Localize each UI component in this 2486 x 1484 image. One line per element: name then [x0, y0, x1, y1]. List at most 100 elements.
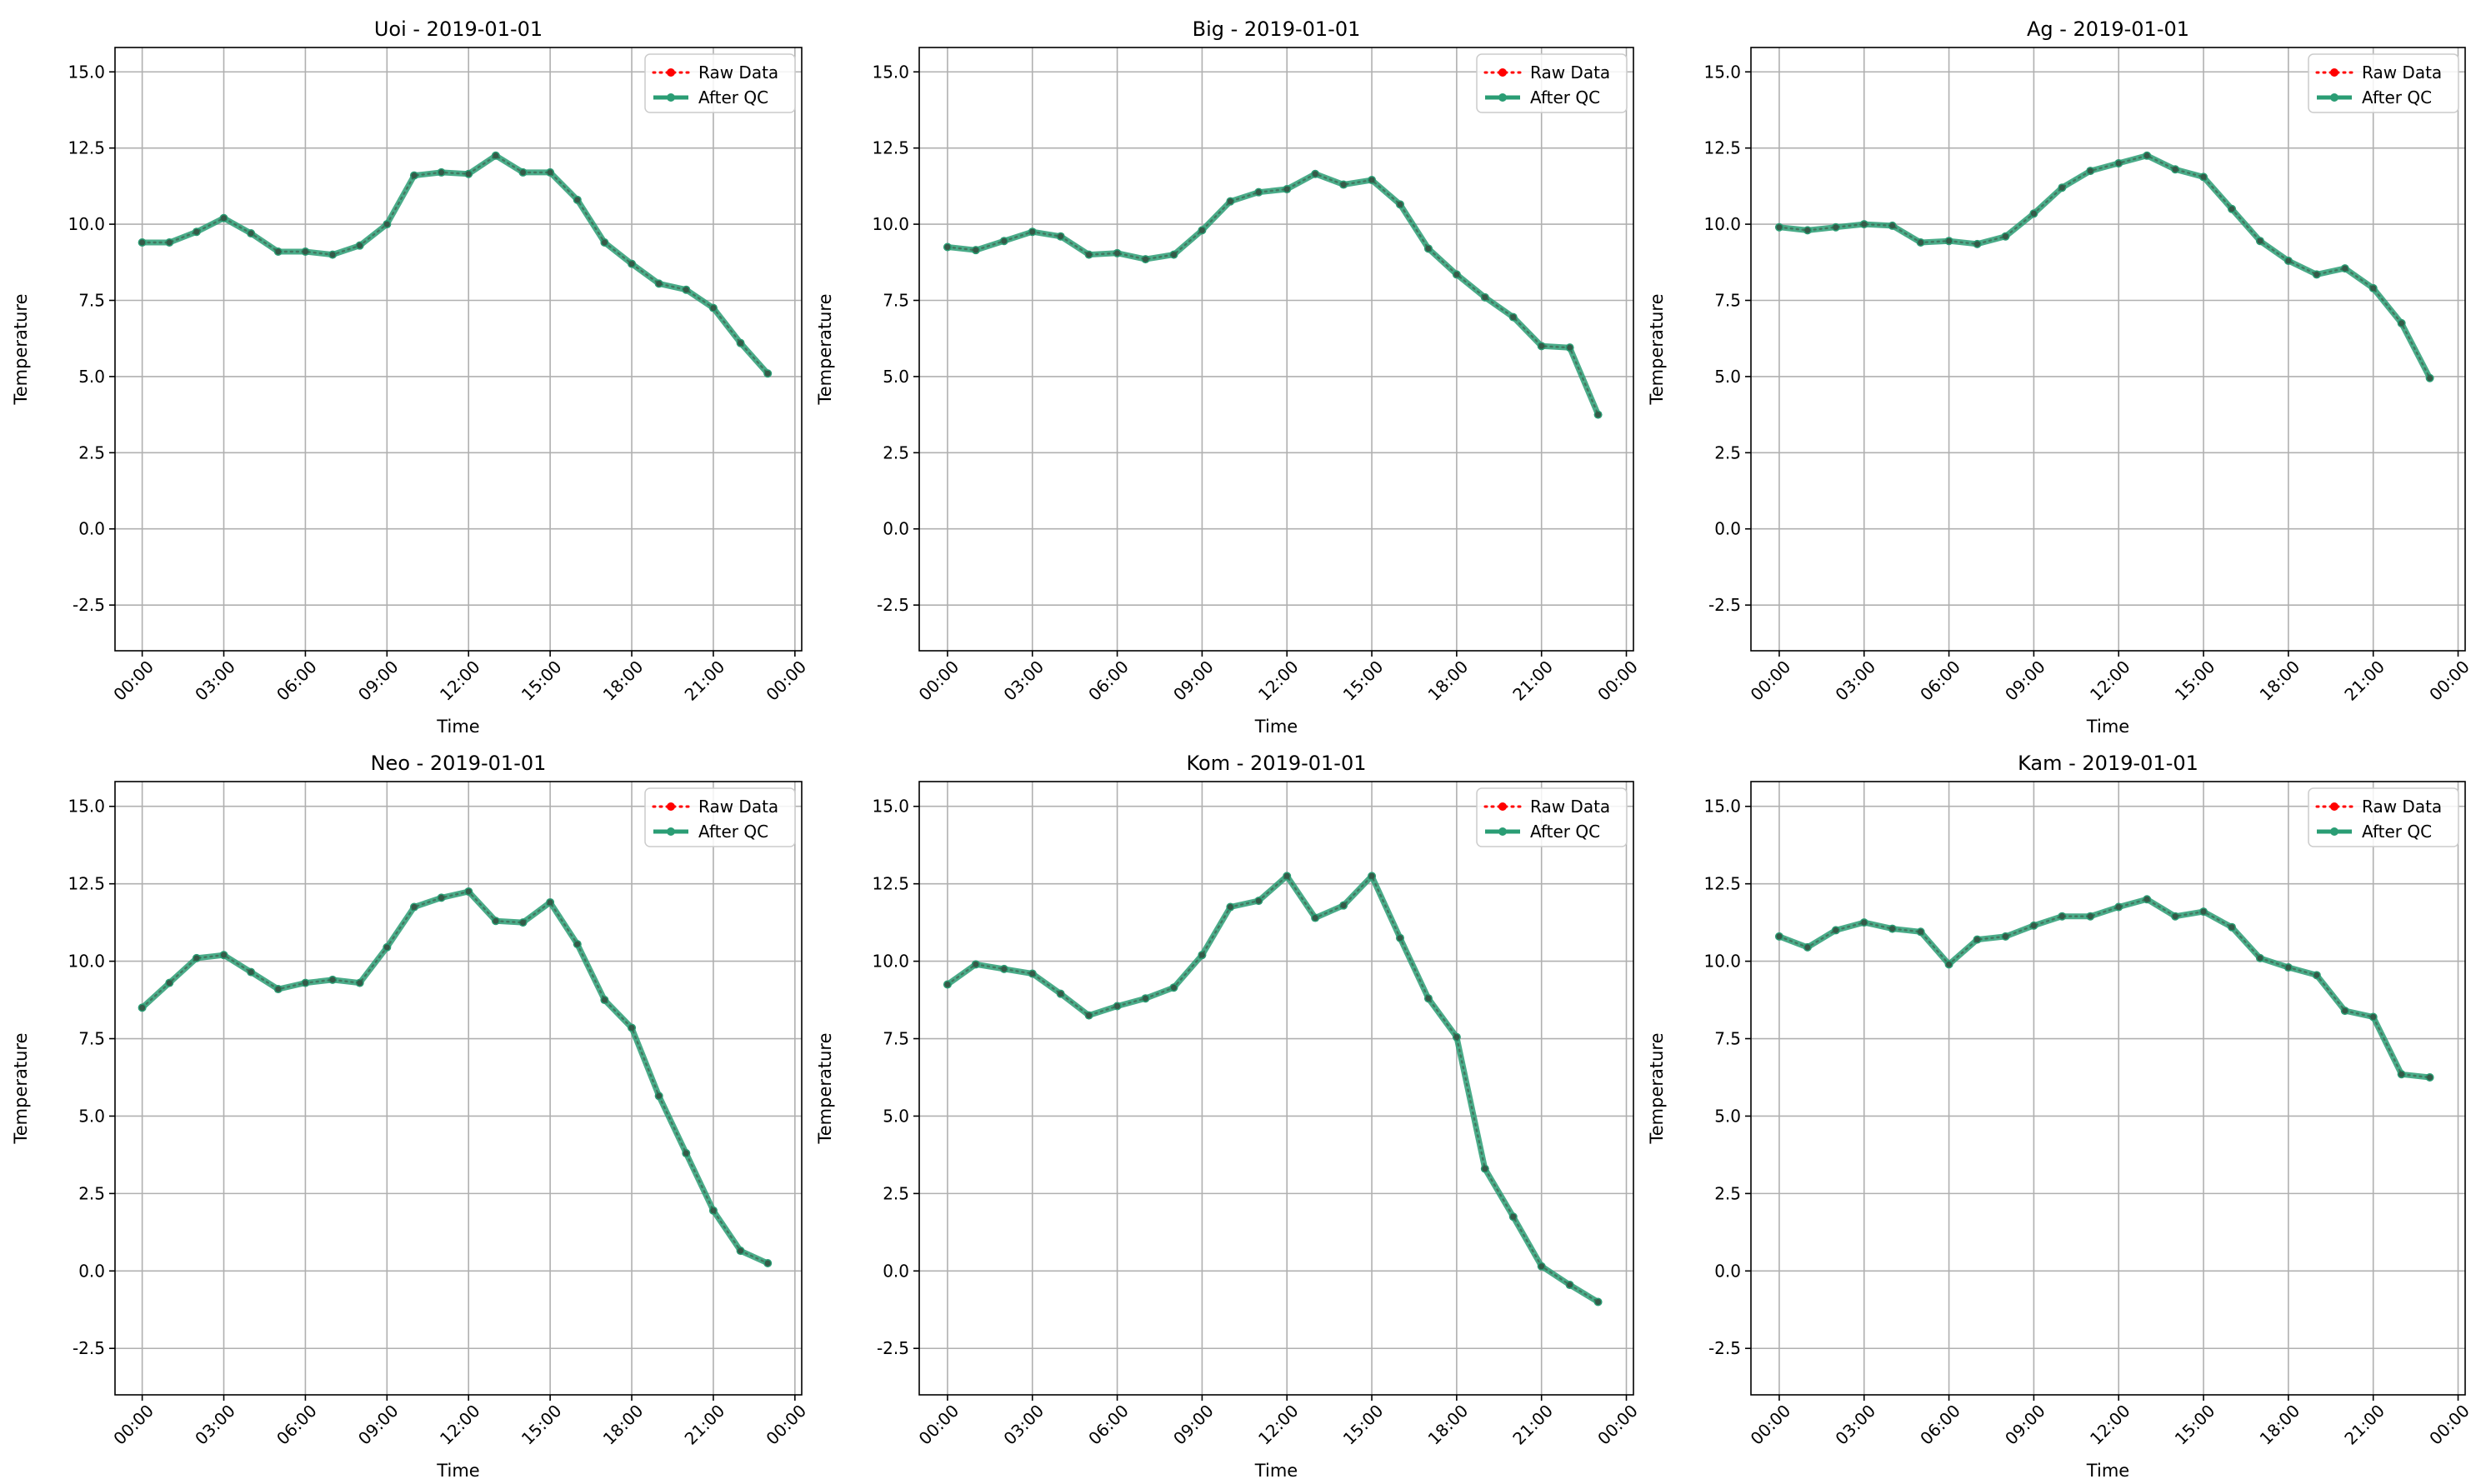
raw-point — [1861, 221, 1868, 227]
y-tick-label: -2.5 — [73, 595, 105, 615]
chart-title: Big - 2019-01-01 — [1193, 17, 1361, 41]
x-tick-label: 21:00 — [681, 657, 729, 705]
raw-point — [1114, 250, 1121, 257]
x-tick-label: 00:00 — [109, 657, 158, 705]
plot-frame — [114, 47, 803, 652]
legend: Raw Data After QC — [2308, 787, 2459, 847]
raw-point — [1058, 233, 1064, 240]
raw-point — [1804, 944, 1811, 951]
legend-raw-label: Raw Data — [698, 62, 778, 82]
raw-point — [683, 287, 689, 293]
x-tick-label: 09:00 — [2001, 1401, 2049, 1449]
y-tick-label: 10.0 — [1703, 214, 1741, 234]
raw-point — [166, 239, 173, 246]
x-axis-label: Time — [436, 1461, 479, 1481]
raw-point — [1833, 927, 1839, 933]
raw-point — [493, 917, 499, 924]
x-tick-label: 00:00 — [1593, 657, 1642, 705]
raw-point — [1833, 224, 1839, 231]
x-tick-label: 18:00 — [599, 657, 648, 705]
raw-point — [1538, 1263, 1545, 1270]
raw-point — [2172, 166, 2178, 172]
chart-title: Ag - 2019-01-01 — [2027, 17, 2189, 41]
y-tick-label: 15.0 — [1703, 62, 1741, 82]
legend-raw-label: Raw Data — [1530, 62, 1610, 82]
raw-point — [764, 1260, 771, 1267]
raw-point — [2257, 955, 2263, 962]
raw-point — [2228, 924, 2235, 931]
x-tick-label: 15:00 — [1339, 657, 1388, 705]
y-tick-label: 5.0 — [1714, 367, 1741, 387]
y-tick-label: 7.5 — [883, 1029, 909, 1049]
y-axis-label: Temperature — [1647, 293, 1667, 405]
legend-raw-label: Raw Data — [698, 797, 778, 817]
y-tick-label: -2.5 — [1708, 1338, 1741, 1358]
raw-point — [1510, 1213, 1517, 1220]
raw-point — [193, 228, 200, 235]
raw-point — [493, 152, 499, 159]
x-tick-label: 09:00 — [1169, 1401, 1218, 1449]
series-after-qc-line — [139, 888, 771, 1267]
series-raw-line — [1778, 898, 2431, 1079]
x-axis-label: Time — [1254, 1461, 1298, 1481]
y-tick-label: 7.5 — [78, 290, 105, 310]
raw-point — [738, 340, 744, 347]
x-tick-label: 12:00 — [436, 1401, 484, 1449]
raw-point — [1283, 186, 1290, 192]
raw-point — [1974, 241, 1981, 247]
plot-frame — [114, 781, 803, 1396]
raw-point — [1255, 897, 1262, 904]
x-tick-label: 15:00 — [518, 657, 566, 705]
y-tick-label: 2.5 — [883, 442, 909, 462]
x-axis-label: Time — [436, 717, 479, 737]
raw-point — [973, 247, 979, 253]
plot-frame — [1750, 47, 2466, 652]
raw-point — [601, 997, 608, 1003]
legend: Raw Data After QC — [644, 787, 796, 847]
raw-point — [1425, 995, 1432, 1002]
raw-point — [1453, 1034, 1460, 1041]
raw-point — [683, 1150, 689, 1157]
x-tick-label: 00:00 — [1747, 1401, 1795, 1449]
raw-point — [1453, 271, 1460, 277]
raw-point — [944, 981, 951, 987]
raw-point — [1567, 1282, 1573, 1288]
legend-qc-label: After QC — [1530, 87, 1600, 107]
x-tick-label: 21:00 — [1508, 1401, 1557, 1449]
y-tick-label: 10.0 — [872, 952, 909, 972]
raw-point — [1001, 237, 1008, 244]
legend-qc-label: After QC — [698, 822, 768, 842]
y-tick-label: -2.5 — [877, 595, 909, 615]
raw-point — [1198, 952, 1205, 958]
raw-point — [1170, 252, 1177, 258]
raw-point — [1143, 256, 1149, 262]
raw-point — [2427, 375, 2433, 382]
y-tick-label: 0.0 — [78, 519, 105, 539]
raw-point — [2200, 173, 2207, 180]
raw-point — [465, 171, 472, 177]
y-tick-label: 12.5 — [1703, 138, 1741, 158]
chart-panel-3: 00:00 03:00 06:00 09:00 12:00 15:00 18:00 21:00… — [11, 752, 810, 1481]
legend-raw-label: Raw Data — [2362, 62, 2442, 82]
y-tick-label: 15.0 — [68, 62, 105, 82]
y-tick-label: 5.0 — [1714, 1106, 1741, 1126]
raw-point — [139, 1004, 146, 1011]
raw-point — [574, 197, 581, 203]
raw-point — [302, 980, 308, 987]
raw-point — [1283, 872, 1290, 879]
legend-qc-label: After QC — [698, 87, 768, 107]
x-tick-label: 06:00 — [1916, 1401, 1964, 1449]
raw-point — [1114, 1002, 1121, 1009]
y-tick-label: -2.5 — [877, 1338, 909, 1358]
chart-title: Kom - 2019-01-01 — [1187, 752, 1367, 775]
raw-point — [2398, 1071, 2405, 1077]
y-tick-label: 12.5 — [872, 138, 909, 158]
y-tick-label: 12.5 — [68, 874, 105, 894]
x-tick-label: 09:00 — [1169, 657, 1218, 705]
raw-point — [2285, 257, 2292, 264]
chart-panel-4: 00:00 03:00 06:00 09:00 12:00 15:00 18:00 21:00… — [815, 752, 1642, 1481]
raw-point — [1029, 970, 1036, 977]
raw-point — [2370, 285, 2377, 292]
chart-panel-5: 00:00 03:00 06:00 09:00 12:00 15:00 18:00 21:00… — [1647, 752, 2473, 1481]
